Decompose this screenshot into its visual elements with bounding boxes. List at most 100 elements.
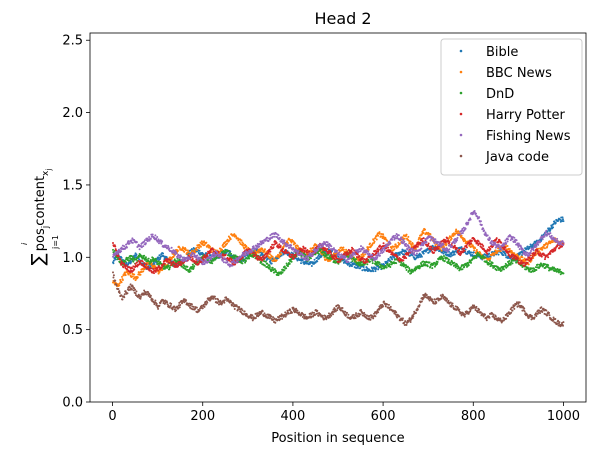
data-point [360,253,363,256]
data-point [460,246,463,249]
data-point [294,242,297,245]
data-point [420,247,423,250]
data-point [518,248,521,251]
data-point [429,239,432,242]
data-point [362,265,365,268]
data-point [474,251,477,254]
data-point [489,257,492,260]
data-point [495,237,498,240]
data-point [157,256,160,259]
data-point [506,240,509,243]
data-point [191,258,194,261]
data-point [180,255,183,258]
data-point [226,242,229,245]
data-point [270,262,273,265]
data-point [520,259,523,262]
data-point [138,248,141,251]
data-point [397,241,400,244]
data-point [278,243,281,246]
data-point [318,246,321,249]
data-point [420,255,423,258]
data-point [506,238,509,241]
data-point [453,253,456,256]
data-point [448,248,451,251]
data-point [251,247,254,250]
data-point [128,259,131,262]
data-point [159,261,162,264]
data-point [486,234,489,237]
data-point [460,234,463,237]
data-point [153,272,156,275]
data-point [333,258,336,261]
data-point [136,276,139,279]
data-point [191,265,194,268]
data-point [332,247,335,250]
data-point [445,243,448,246]
data-point [165,256,168,259]
data-point [463,249,466,252]
data-point [500,241,503,244]
data-point [372,270,375,273]
data-point [467,264,470,267]
data-point [167,265,170,268]
data-point [456,236,459,239]
data-point [562,220,565,223]
data-point [345,248,348,251]
data-point [196,254,199,257]
data-point [505,242,508,245]
data-point [517,245,520,248]
data-point [545,229,548,232]
data-point [378,254,381,257]
data-point [178,246,181,249]
data-point [257,251,260,254]
data-point [394,234,397,237]
data-point [456,239,459,242]
data-point [158,254,161,257]
data-point [511,255,514,258]
data-point [127,256,130,259]
data-point [497,253,500,256]
data-point [290,244,293,247]
data-point [180,263,183,266]
data-point [148,262,151,265]
data-point [228,251,231,254]
data-point [547,256,550,259]
data-point [546,243,549,246]
data-point [337,255,340,258]
data-point [121,258,124,261]
data-point [149,237,152,240]
data-point [430,246,433,249]
data-point [536,250,539,253]
data-point [488,237,491,240]
data-point [241,244,244,247]
data-point [316,260,319,263]
data-point [398,243,401,246]
data-point [378,231,381,234]
data-point [271,266,274,269]
data-point [464,248,467,251]
data-point [377,268,380,271]
data-point [285,262,288,265]
data-point [375,238,378,241]
data-point [294,255,297,258]
data-point [470,242,473,245]
data-point [138,258,141,261]
data-point [396,245,399,248]
data-point [473,249,476,252]
data-point [309,257,312,260]
data-point [397,234,400,237]
data-point [236,260,239,263]
data-point [416,245,419,248]
data-point [222,261,225,264]
data-point [222,243,225,246]
data-point [329,251,332,254]
data-point [547,242,550,245]
data-point [291,253,294,256]
data-point [192,266,195,269]
data-point [245,253,248,256]
data-point [350,265,353,268]
data-point [470,261,473,264]
data-point [278,236,281,239]
data-point [417,256,420,259]
data-point [264,260,267,263]
